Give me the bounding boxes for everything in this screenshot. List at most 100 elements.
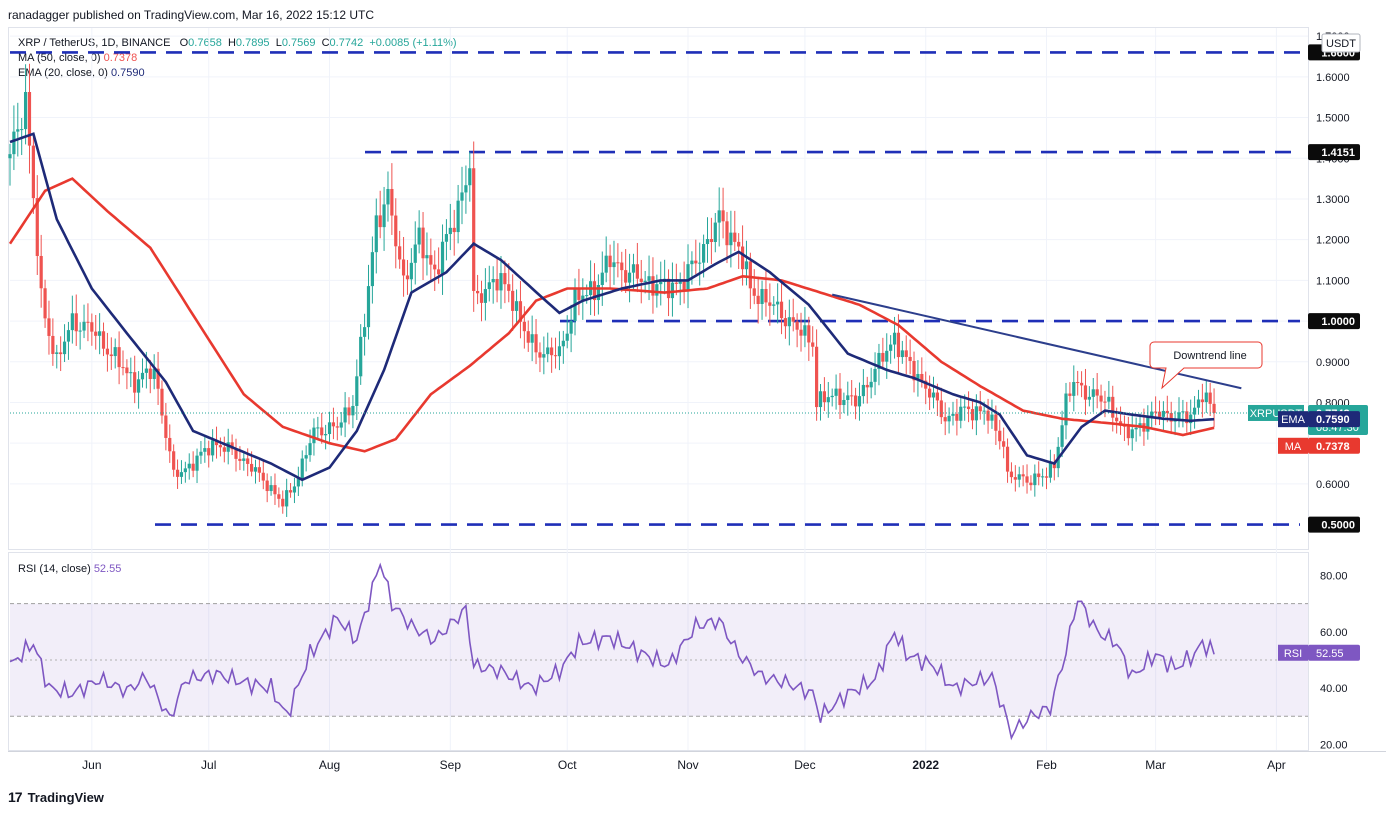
candle-body[interactable] bbox=[1002, 441, 1006, 447]
candle-body[interactable] bbox=[460, 192, 464, 201]
candle-body[interactable] bbox=[978, 406, 982, 412]
candle-body[interactable] bbox=[1064, 393, 1068, 426]
candle-body[interactable] bbox=[690, 260, 694, 265]
candle-body[interactable] bbox=[865, 384, 869, 388]
candle-body[interactable] bbox=[920, 373, 924, 381]
candle-body[interactable] bbox=[994, 414, 998, 431]
candle-body[interactable] bbox=[674, 282, 678, 284]
candle-body[interactable] bbox=[331, 422, 336, 427]
candle-body[interactable] bbox=[370, 252, 374, 287]
candle-body[interactable] bbox=[374, 215, 378, 253]
candle-body[interactable] bbox=[125, 367, 129, 374]
candle-body[interactable] bbox=[916, 373, 920, 381]
ma-legend[interactable]: MA (50, close, 0) 0.7378 bbox=[18, 51, 137, 66]
candle-body[interactable] bbox=[857, 396, 862, 407]
candle-body[interactable] bbox=[772, 304, 776, 306]
candle-body[interactable] bbox=[518, 301, 523, 322]
footer[interactable]: 17 TradingView bbox=[8, 789, 104, 805]
candle-body[interactable] bbox=[764, 288, 768, 303]
candle-body[interactable] bbox=[620, 262, 624, 271]
candle-body[interactable] bbox=[1130, 429, 1134, 439]
candle-body[interactable] bbox=[230, 442, 234, 450]
candle-body[interactable] bbox=[78, 330, 82, 332]
candle-body[interactable] bbox=[853, 395, 858, 407]
candle-body[interactable] bbox=[1107, 396, 1111, 402]
candle-body[interactable] bbox=[709, 239, 713, 243]
candle-body[interactable] bbox=[43, 288, 47, 319]
candle-body[interactable] bbox=[1033, 473, 1037, 486]
candle-body[interactable] bbox=[982, 410, 986, 412]
candle-body[interactable] bbox=[172, 451, 176, 470]
candle-body[interactable] bbox=[238, 458, 242, 461]
candle-body[interactable] bbox=[507, 284, 511, 291]
candle-body[interactable] bbox=[351, 405, 355, 416]
candle-body[interactable] bbox=[144, 368, 148, 373]
candle-body[interactable] bbox=[479, 293, 484, 303]
candle-body[interactable] bbox=[799, 329, 803, 336]
symbol-name[interactable]: XRP / TetherUS, 1D, BINANCE bbox=[18, 37, 171, 49]
candle-body[interactable] bbox=[779, 301, 784, 319]
candle-body[interactable] bbox=[729, 232, 733, 246]
candle-body[interactable] bbox=[604, 255, 608, 273]
candle-body[interactable] bbox=[292, 486, 297, 493]
candle-body[interactable] bbox=[437, 269, 441, 275]
candle-body[interactable] bbox=[160, 388, 164, 416]
candle-body[interactable] bbox=[596, 284, 600, 301]
candle-body[interactable] bbox=[1017, 474, 1021, 480]
candle-body[interactable] bbox=[1181, 411, 1185, 413]
candle-body[interactable] bbox=[522, 321, 526, 332]
candle-body[interactable] bbox=[1037, 473, 1041, 478]
candle-body[interactable] bbox=[398, 246, 402, 260]
candle-body[interactable] bbox=[343, 407, 347, 423]
candle-body[interactable] bbox=[347, 407, 351, 416]
candle-body[interactable] bbox=[811, 342, 815, 347]
candle-body[interactable] bbox=[908, 356, 912, 361]
candle-body[interactable] bbox=[807, 325, 811, 343]
candle-body[interactable] bbox=[1103, 401, 1107, 403]
candle-body[interactable] bbox=[31, 145, 35, 199]
candle-body[interactable] bbox=[514, 301, 519, 311]
candle-body[interactable] bbox=[818, 391, 823, 408]
candle-body[interactable] bbox=[1072, 382, 1076, 396]
candle-body[interactable] bbox=[304, 455, 308, 459]
candle-body[interactable] bbox=[550, 347, 554, 356]
candle-body[interactable] bbox=[261, 472, 265, 481]
candle-body[interactable] bbox=[382, 204, 386, 228]
downtrend-annotation[interactable]: Downtrend line bbox=[1149, 341, 1263, 390]
candle-body[interactable] bbox=[226, 442, 230, 452]
candle-body[interactable] bbox=[889, 344, 893, 351]
candle-body[interactable] bbox=[152, 368, 156, 380]
candle-body[interactable] bbox=[425, 255, 429, 259]
candle-body[interactable] bbox=[285, 490, 289, 507]
candle-body[interactable] bbox=[440, 241, 445, 275]
candle-body[interactable] bbox=[1099, 395, 1103, 402]
candle-body[interactable] bbox=[1111, 396, 1115, 418]
candle-body[interactable] bbox=[1076, 382, 1080, 384]
candle-body[interactable] bbox=[959, 406, 963, 421]
candle-body[interactable] bbox=[300, 458, 304, 479]
candle-body[interactable] bbox=[616, 262, 620, 264]
candle-body[interactable] bbox=[947, 415, 951, 422]
candle-body[interactable] bbox=[129, 372, 133, 374]
candle-body[interactable] bbox=[526, 331, 530, 343]
candle-body[interactable] bbox=[694, 260, 698, 264]
candle-body[interactable] bbox=[896, 332, 901, 358]
candle-body[interactable] bbox=[1150, 411, 1154, 417]
candle-body[interactable] bbox=[296, 478, 300, 487]
candle-body[interactable] bbox=[191, 463, 195, 471]
candle-body[interactable] bbox=[1095, 389, 1099, 396]
candle-body[interactable] bbox=[1126, 426, 1130, 439]
candle-body[interactable] bbox=[1115, 417, 1119, 422]
candle-body[interactable] bbox=[721, 210, 725, 222]
candle-body[interactable] bbox=[924, 380, 928, 389]
candle-body[interactable] bbox=[199, 451, 203, 456]
candle-body[interactable] bbox=[20, 129, 24, 131]
candle-body[interactable] bbox=[639, 278, 643, 282]
candle-body[interactable] bbox=[472, 168, 476, 291]
candle-body[interactable] bbox=[1165, 410, 1169, 414]
candle-body[interactable] bbox=[670, 282, 675, 299]
candle-body[interactable] bbox=[74, 313, 78, 332]
candle-body[interactable] bbox=[1204, 392, 1208, 403]
candle-body[interactable] bbox=[1208, 392, 1212, 404]
candle-body[interactable] bbox=[187, 463, 191, 469]
